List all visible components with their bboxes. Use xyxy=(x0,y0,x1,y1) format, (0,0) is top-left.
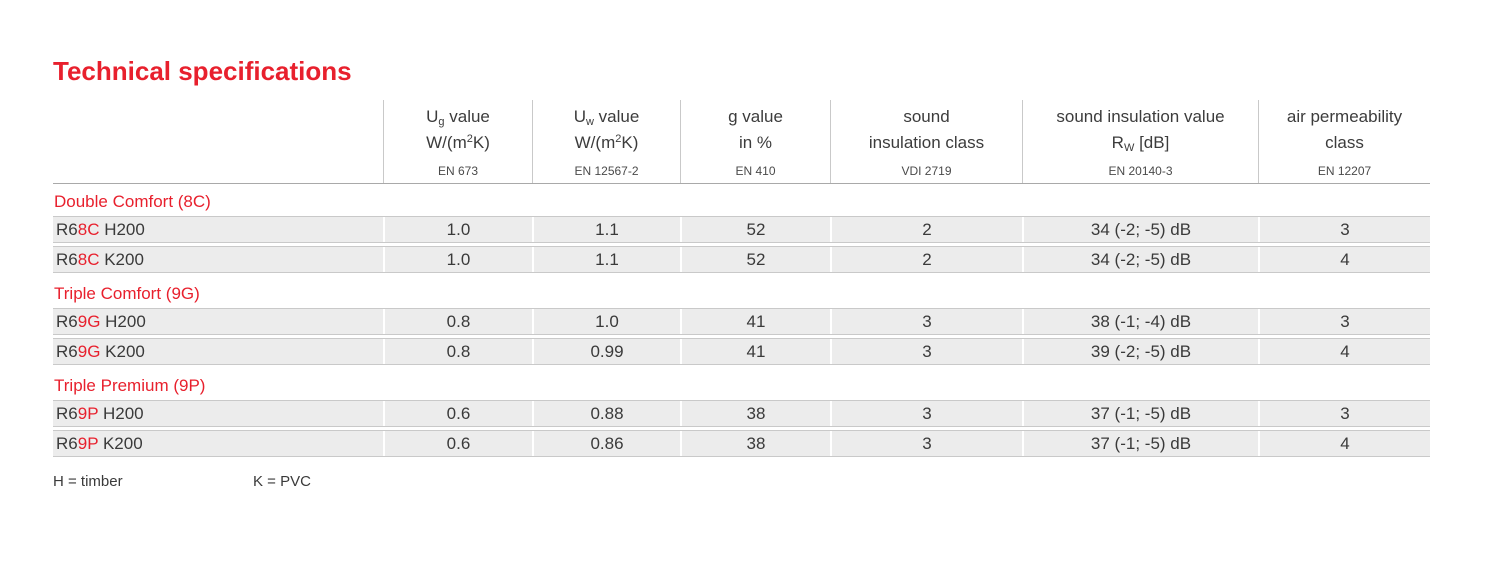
cell-sound-insulation-value: 34 (-2; -5) dB xyxy=(1022,247,1258,272)
column-header-line2: RW [dB] xyxy=(1111,133,1170,154)
table-header-row: Ug value W/(m2K) EN 673 Uw value W/(m2K)… xyxy=(53,100,1430,183)
column-standard: EN 410 xyxy=(735,164,776,178)
cell-air-permeability-class: 3 xyxy=(1258,309,1430,334)
column-header-line1: sound xyxy=(903,107,950,126)
cell-sound-insulation-value: 37 (-1; -5) dB xyxy=(1022,401,1258,426)
cell-uw-value: 1.1 xyxy=(532,247,680,272)
column-standard: VDI 2719 xyxy=(901,164,952,178)
cell-sound-insulation-value: 34 (-2; -5) dB xyxy=(1022,217,1258,242)
section-header-double-comfort: Double Comfort (8C) xyxy=(54,192,211,211)
cell-ug-value: 0.8 xyxy=(383,339,532,364)
section-header-triple-premium: Triple Premium (9P) xyxy=(54,376,206,395)
column-header-line1: sound insulation value xyxy=(1056,107,1225,126)
row-label: R69G H200 xyxy=(56,312,146,331)
cell-sound-insulation-class: 3 xyxy=(830,339,1022,364)
cell-uw-value: 1.0 xyxy=(532,309,680,334)
column-header-sound-insulation-class: sound insulation class VDI 2719 xyxy=(830,100,1022,183)
cell-g-value: 38 xyxy=(680,431,830,456)
column-header-line1: g value xyxy=(728,107,783,126)
column-header-sound-insulation-value: sound insulation value RW [dB] EN 20140-… xyxy=(1022,100,1258,183)
header-spacer xyxy=(53,100,383,183)
cell-uw-value: 0.86 xyxy=(532,431,680,456)
row-label: R69G K200 xyxy=(56,342,145,361)
section-header-triple-comfort: Triple Comfort (9G) xyxy=(54,284,200,303)
column-header-line2: in % xyxy=(738,133,773,152)
column-header-line2: W/(m2K) xyxy=(574,133,639,152)
cell-g-value: 41 xyxy=(680,309,830,334)
column-header-line2: W/(m2K) xyxy=(426,133,490,152)
column-header-line1: air permeability xyxy=(1286,107,1403,126)
cell-g-value: 52 xyxy=(680,217,830,242)
column-standard: EN 12207 xyxy=(1317,164,1372,178)
cell-sound-insulation-value: 38 (-1; -4) dB xyxy=(1022,309,1258,334)
column-header-line1: Ug value xyxy=(426,107,490,128)
cell-g-value: 52 xyxy=(680,247,830,272)
cell-sound-insulation-class: 2 xyxy=(830,247,1022,272)
cell-uw-value: 1.1 xyxy=(532,217,680,242)
column-header-line1: Uw value xyxy=(573,107,640,128)
cell-uw-value: 0.88 xyxy=(532,401,680,426)
column-header-g-value: g value in % EN 410 xyxy=(680,100,830,183)
cell-ug-value: 0.6 xyxy=(383,431,532,456)
column-standard: EN 20140-3 xyxy=(1108,164,1173,178)
cell-sound-insulation-value: 39 (-2; -5) dB xyxy=(1022,339,1258,364)
table-row-r69p-h200: R69P H200 0.6 0.88 38 3 37 (-1; -5) dB 3 xyxy=(53,400,1430,427)
legend-k-pvc: K = PVC xyxy=(253,473,311,490)
cell-air-permeability-class: 3 xyxy=(1258,217,1430,242)
cell-air-permeability-class: 4 xyxy=(1258,339,1430,364)
table-row-r69g-k200: R69G K200 0.8 0.99 41 3 39 (-2; -5) dB 4 xyxy=(53,338,1430,365)
column-header-line2: class xyxy=(1325,133,1364,152)
row-label: R68C H200 xyxy=(56,220,145,239)
cell-sound-insulation-class: 3 xyxy=(830,401,1022,426)
legend: H = timber K = PVC xyxy=(53,473,1492,491)
header-divider xyxy=(53,183,1430,184)
column-header-line2: insulation class xyxy=(868,133,985,152)
column-standard: EN 12567-2 xyxy=(574,164,639,178)
row-label: R69P H200 xyxy=(56,404,144,423)
cell-sound-insulation-class: 3 xyxy=(830,309,1022,334)
cell-sound-insulation-class: 2 xyxy=(830,217,1022,242)
spec-table: Ug value W/(m2K) EN 673 Uw value W/(m2K)… xyxy=(53,100,1430,457)
cell-uw-value: 0.99 xyxy=(532,339,680,364)
cell-sound-insulation-value: 37 (-1; -5) dB xyxy=(1022,431,1258,456)
row-label: R68C K200 xyxy=(56,250,144,269)
column-standard: EN 673 xyxy=(437,164,479,178)
column-header-air-permeability: air permeability class EN 12207 xyxy=(1258,100,1430,183)
cell-air-permeability-class: 4 xyxy=(1258,431,1430,456)
column-header-ug-value: Ug value W/(m2K) EN 673 xyxy=(383,100,532,183)
cell-sound-insulation-class: 3 xyxy=(830,431,1022,456)
table-row-r69g-h200: R69G H200 0.8 1.0 41 3 38 (-1; -4) dB 3 xyxy=(53,308,1430,335)
cell-air-permeability-class: 3 xyxy=(1258,401,1430,426)
table-row-r68c-h200: R68C H200 1.0 1.1 52 2 34 (-2; -5) dB 3 xyxy=(53,216,1430,243)
cell-g-value: 38 xyxy=(680,401,830,426)
row-label: R69P K200 xyxy=(56,434,143,453)
cell-ug-value: 1.0 xyxy=(383,217,532,242)
cell-air-permeability-class: 4 xyxy=(1258,247,1430,272)
cell-ug-value: 1.0 xyxy=(383,247,532,272)
legend-h-timber: H = timber xyxy=(53,473,123,490)
cell-ug-value: 0.6 xyxy=(383,401,532,426)
cell-ug-value: 0.8 xyxy=(383,309,532,334)
table-row-r69p-k200: R69P K200 0.6 0.86 38 3 37 (-1; -5) dB 4 xyxy=(53,430,1430,457)
column-header-uw-value: Uw value W/(m2K) EN 12567-2 xyxy=(532,100,680,183)
cell-g-value: 41 xyxy=(680,339,830,364)
table-row-r68c-k200: R68C K200 1.0 1.1 52 2 34 (-2; -5) dB 4 xyxy=(53,246,1430,273)
page-title: Technical specifications xyxy=(53,56,352,86)
